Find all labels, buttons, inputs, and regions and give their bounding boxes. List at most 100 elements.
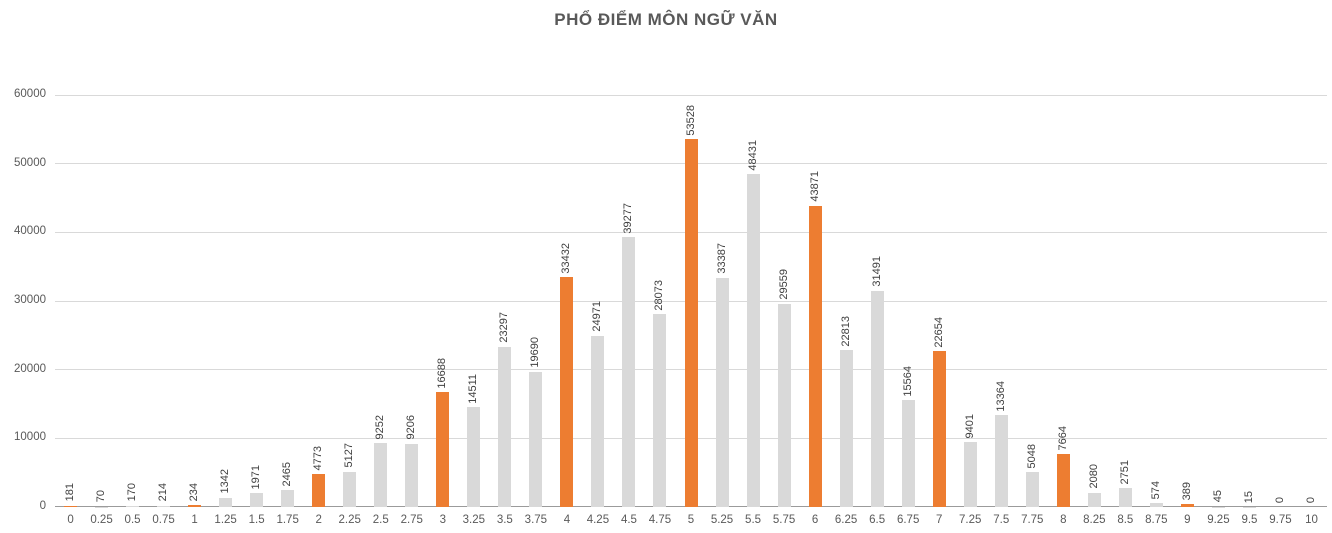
bar bbox=[64, 505, 77, 507]
bar-value-label: 31491 bbox=[870, 256, 883, 287]
bar bbox=[188, 505, 202, 507]
bar-value-label: 15 bbox=[1242, 490, 1255, 503]
bar-value-label: 13364 bbox=[994, 380, 1007, 412]
bar bbox=[901, 400, 915, 507]
bar-value-label: 214 bbox=[157, 483, 170, 502]
x-axis-label: 4.75 bbox=[648, 514, 672, 526]
bar bbox=[653, 314, 667, 507]
x-axis-label: 9.25 bbox=[1207, 514, 1230, 526]
bar-value-label: 23297 bbox=[498, 312, 511, 344]
y-axis-label: 50000 bbox=[14, 156, 46, 169]
bar-value-label: 22813 bbox=[839, 315, 852, 347]
x-axis-label: 2.25 bbox=[338, 514, 361, 526]
x-axis-label: 9.5 bbox=[1241, 514, 1258, 526]
bar-value-label: 24971 bbox=[591, 300, 604, 332]
y-axis-label: 20000 bbox=[14, 362, 46, 375]
x-axis-label: 1 bbox=[191, 514, 198, 526]
y-axis-label: 10000 bbox=[14, 431, 46, 444]
x-axis-label: 5.5 bbox=[745, 514, 762, 526]
x-axis-label: 3.5 bbox=[496, 514, 513, 526]
x-axis-label: 4.25 bbox=[586, 514, 610, 526]
x-axis-label: 4.5 bbox=[620, 514, 637, 526]
bar-value-label: 14511 bbox=[467, 373, 480, 404]
bar bbox=[560, 277, 574, 507]
bar-value-label: 4773 bbox=[312, 445, 325, 471]
bar-value-label: 389 bbox=[1180, 481, 1193, 501]
bar-value-label: 43871 bbox=[808, 171, 821, 202]
bar-value-label: 9401 bbox=[963, 413, 976, 439]
bar bbox=[1025, 472, 1039, 507]
bar-value-label: 53528 bbox=[684, 104, 697, 136]
bar-value-label: 22654 bbox=[932, 316, 945, 348]
x-axis-label: 5 bbox=[687, 514, 695, 526]
x-axis-label: 3 bbox=[439, 514, 446, 526]
bar bbox=[839, 350, 853, 507]
x-axis-label: 5.25 bbox=[710, 514, 734, 526]
bar bbox=[622, 237, 636, 507]
bar-value-label: 9206 bbox=[405, 415, 418, 440]
bar bbox=[405, 443, 419, 507]
x-axis-label: 1.75 bbox=[276, 514, 299, 526]
bar-value-label: 170 bbox=[126, 483, 139, 502]
x-axis-label: 1.25 bbox=[214, 514, 237, 526]
x-axis-label: 10 bbox=[1305, 514, 1318, 526]
bar bbox=[250, 493, 264, 507]
x-axis-label: 8 bbox=[1060, 514, 1067, 526]
bar-value-label: 574 bbox=[1149, 480, 1162, 500]
x-axis-label: 9 bbox=[1184, 514, 1191, 526]
x-axis-label: 2.5 bbox=[372, 514, 389, 526]
bar-value-label: 39277 bbox=[622, 202, 635, 234]
x-axis-label: 7.25 bbox=[959, 514, 982, 526]
y-axis-label: 40000 bbox=[14, 225, 46, 238]
bar bbox=[529, 371, 543, 507]
bar bbox=[157, 505, 171, 507]
y-axis-label: 60000 bbox=[14, 88, 46, 100]
bar bbox=[591, 335, 605, 507]
x-axis-label: 7 bbox=[935, 514, 943, 526]
bar-value-label: 70 bbox=[95, 490, 108, 503]
bar bbox=[1149, 503, 1163, 507]
x-axis-label: 1.5 bbox=[248, 514, 265, 526]
bar-value-label: 29559 bbox=[777, 269, 790, 301]
bar bbox=[467, 407, 481, 507]
x-axis-label: 3.25 bbox=[462, 514, 486, 526]
chart-title: PHỔ ĐIỂM MÔN NGỮ VĂN bbox=[554, 10, 778, 29]
bar-value-label: 9252 bbox=[374, 415, 387, 440]
bar-value-label: 0 bbox=[1304, 496, 1317, 503]
bar-value-label: 7664 bbox=[1056, 425, 1069, 451]
x-axis-label: 7.75 bbox=[1021, 514, 1044, 526]
bar bbox=[436, 392, 450, 507]
bar bbox=[374, 443, 388, 507]
x-axis-label: 3.75 bbox=[524, 514, 548, 526]
bar bbox=[1180, 504, 1194, 507]
x-axis-label: 0.75 bbox=[152, 514, 175, 526]
bar-value-label: 48431 bbox=[746, 139, 759, 171]
bar-value-label: 5048 bbox=[1025, 443, 1038, 469]
bar bbox=[994, 415, 1008, 507]
bar-value-label: 1971 bbox=[250, 464, 263, 490]
bar-value-label: 15564 bbox=[901, 365, 914, 397]
x-axis-label: 9.75 bbox=[1269, 514, 1292, 526]
bar bbox=[343, 471, 357, 507]
bar bbox=[1087, 492, 1101, 507]
bar bbox=[312, 474, 326, 507]
bar bbox=[684, 139, 698, 507]
bar bbox=[1118, 488, 1132, 507]
x-axis-label: 8.25 bbox=[1083, 514, 1106, 526]
x-axis-label: 2.75 bbox=[400, 514, 423, 526]
x-axis-label: 0.25 bbox=[90, 514, 113, 526]
bar-value-label: 0 bbox=[1273, 496, 1286, 503]
bar bbox=[870, 290, 884, 507]
bar-value-label: 16688 bbox=[436, 357, 449, 389]
bar bbox=[808, 205, 822, 507]
bar-value-label: 1342 bbox=[219, 469, 232, 494]
bar bbox=[126, 505, 140, 507]
x-axis-label: 4 bbox=[563, 514, 571, 526]
x-axis-label: 6.25 bbox=[834, 514, 858, 526]
bar bbox=[963, 442, 977, 507]
bar-value-label: 33432 bbox=[560, 242, 573, 274]
y-axis-label: 30000 bbox=[14, 294, 46, 306]
bar-value-label: 45 bbox=[1211, 490, 1224, 503]
bar-value-label: 181 bbox=[64, 483, 76, 502]
